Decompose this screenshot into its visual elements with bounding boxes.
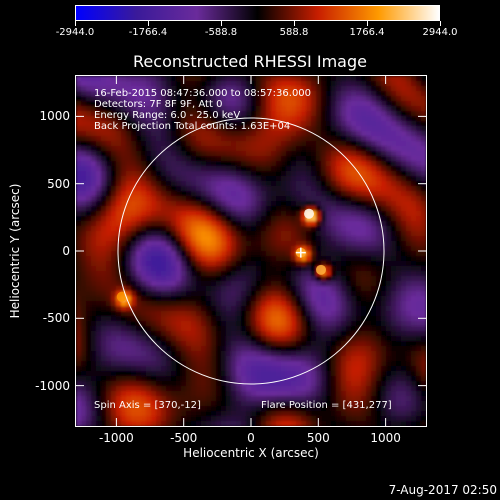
colorbar-tick-label: 2944.0 <box>422 27 458 38</box>
bright-source <box>316 264 326 275</box>
colorbar-tick <box>221 21 222 26</box>
y-tick-label: -1000 <box>35 378 70 393</box>
colorbar-tick-label: 1766.4 <box>349 27 385 38</box>
colorbar-tick <box>148 21 149 26</box>
info-line-energy-range: Energy Range: 6.0 - 25.0 keV <box>94 110 241 121</box>
y-tick-label: -500 <box>42 311 70 326</box>
bright-source <box>304 208 315 219</box>
bright-sources <box>116 208 326 302</box>
info-line-time-range: 16-Feb-2015 08:47:36.000 to 08:57:36.000 <box>94 88 312 99</box>
x-tick-label: -1000 <box>98 431 134 445</box>
colorbar-tick-label: 588.8 <box>279 27 309 38</box>
y-tick-label: 1000 <box>39 109 70 124</box>
spin-axis-label: Spin Axis = [370,-12] <box>94 400 201 411</box>
plot-timestamp: 7-Aug-2017 02:50 <box>388 483 497 497</box>
colorbar-tick <box>294 21 295 26</box>
solar-image-svg <box>76 76 426 426</box>
colorbar <box>75 5 440 21</box>
solar-image-plot: 16-Feb-2015 08:47:36.000 to 08:57:36.000… <box>75 75 427 427</box>
colorbar-tick-label: -588.8 <box>204 27 238 38</box>
colorbar-tick <box>440 21 441 26</box>
x-axis-label: Heliocentric X (arcsec) <box>183 446 319 460</box>
bright-source <box>116 291 127 302</box>
colorbar-tick-label: -1766.4 <box>128 27 168 38</box>
x-tick-label: -500 <box>170 431 198 445</box>
y-axis-label: Heliocentric Y (arcsec) <box>8 183 22 319</box>
info-line-method-counts: Back Projection Total counts: 1.63E+04 <box>94 121 291 132</box>
colorbar-tick-label: -2944.0 <box>55 27 95 38</box>
x-tick-label: 1000 <box>370 431 401 445</box>
colorbar-tick <box>367 21 368 26</box>
info-line-detectors: Detectors: 7F 8F 9F, Att 0 <box>94 99 223 110</box>
solar-limb-circle <box>117 117 385 385</box>
image-title: Reconstructed RHESSI Image <box>133 52 367 71</box>
flare-position-label: Flare Position = [431,277] <box>261 400 392 411</box>
spin-axis-marker <box>295 247 306 258</box>
x-tick-label: 500 <box>306 431 330 445</box>
y-tick-label: 0 <box>62 244 70 258</box>
colorbar-tick <box>75 21 76 26</box>
y-tick-label: 500 <box>47 176 70 191</box>
x-tick-label: 0 <box>247 431 255 445</box>
